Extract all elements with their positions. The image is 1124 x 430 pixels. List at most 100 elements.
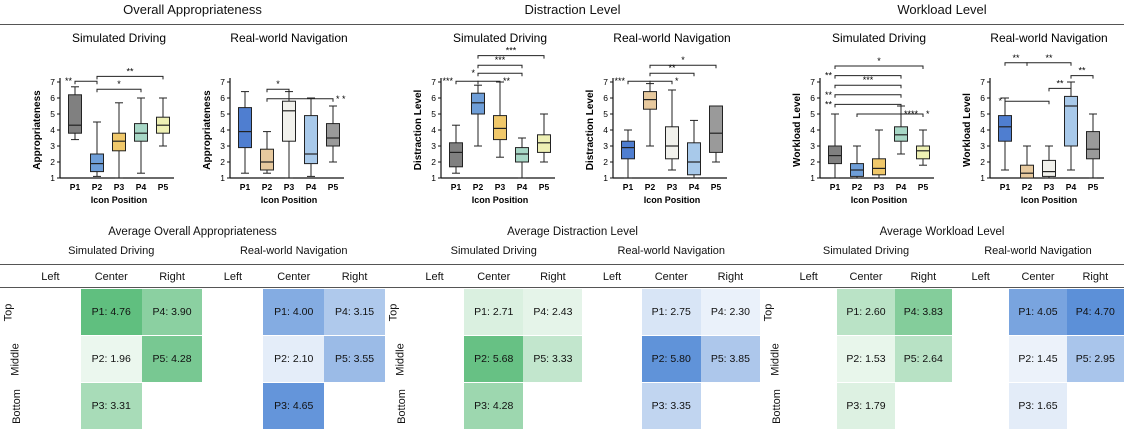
heatmap-row-middle: Middle <box>0 336 22 383</box>
heatmap-cell <box>583 383 642 429</box>
box-P2 <box>643 91 657 110</box>
heatmap-cell <box>142 383 203 429</box>
heatmap-cell: P4: 2.43 <box>523 289 583 335</box>
heatmap-row-label: Top <box>387 303 400 322</box>
heatmap-cell: P2: 1.45 <box>1009 336 1067 382</box>
box-P5 <box>1086 131 1100 160</box>
x-axis-label: Icon Position <box>851 195 908 205</box>
heatmap-row-top: Top <box>760 289 776 336</box>
heatmap-cell: P4: 3.15 <box>324 289 385 335</box>
x-tick-label: P1 <box>830 182 841 192</box>
significance-bracket: *** <box>614 76 651 86</box>
significance-label: ** <box>126 66 134 76</box>
y-tick-label: 3 <box>980 141 985 151</box>
heatmap-cell: P1: 2.75 <box>641 289 701 335</box>
heatmap-divider <box>760 287 1124 288</box>
y-tick-label: 5 <box>50 109 55 119</box>
heatmap-cell: P2: 1.53 <box>837 336 895 382</box>
y-tick-label: 6 <box>431 93 436 103</box>
heatmap-column-center: Center <box>94 271 128 283</box>
y-axis-label: Appropriateness <box>202 90 213 170</box>
box-P5 <box>326 123 340 147</box>
significance-label: * * <box>336 94 346 104</box>
significance-bracket: ** <box>65 76 98 86</box>
x-axis-label: Icon Position <box>472 195 529 205</box>
box-P1 <box>449 142 463 168</box>
significance-label: * <box>117 79 121 89</box>
boxplot-chart: Real-world Navigation 1 2 3 4 5 6 7 Workload Lev… <box>962 31 1108 205</box>
heatmap-cell: P5: 3.85 <box>700 336 760 382</box>
heatmap-column-center: Center <box>477 271 511 283</box>
y-tick-label: 3 <box>603 141 608 151</box>
chart-title: Real-world Navigation <box>990 31 1107 45</box>
significance-bracket: * <box>998 96 1050 106</box>
heatmap-column-right: Right <box>159 271 185 283</box>
chart-title: Simulated Driving <box>453 31 547 45</box>
significance-bracket: ** <box>825 90 902 100</box>
section-1: Distraction Level Simulated Driving 1 2 3 4 5 6… <box>385 0 760 429</box>
heatmap-divider <box>385 287 760 288</box>
box-P1 <box>621 140 635 160</box>
y-tick-label: 3 <box>810 141 815 151</box>
heatmap-cell: P3: 1.65 <box>1009 383 1067 429</box>
chart-title: Simulated Driving <box>832 31 926 45</box>
box-P3 <box>282 100 296 142</box>
x-tick-label: P1 <box>240 182 251 192</box>
heatmap-cell: P3: 4.28 <box>464 383 524 429</box>
heatmap-title: Average Distraction Level <box>507 226 638 238</box>
x-tick-label: P2 <box>645 182 656 192</box>
heatmap-cell <box>952 383 1009 429</box>
significance-bracket: ** <box>649 63 695 77</box>
heatmap-cell <box>701 383 760 429</box>
heatmap-row-label: Top <box>2 303 15 322</box>
y-axis-label: Distraction Level <box>413 89 424 170</box>
box-P2 <box>471 92 485 115</box>
heatmap-cell: P5: 3.33 <box>523 336 583 382</box>
significance-label: * <box>675 76 679 86</box>
heatmap-column-right: Right <box>910 271 937 283</box>
box-P5 <box>709 105 723 153</box>
heatmap-condition: Real-world Navigation <box>239 245 348 257</box>
heatmap-cell <box>324 383 385 429</box>
y-tick-label: 3 <box>50 141 55 151</box>
box-P1 <box>68 94 82 134</box>
heatmap-cell <box>523 383 582 429</box>
significance-bracket: ** <box>1004 53 1028 66</box>
box-P2 <box>90 153 104 173</box>
significance-bracket: * <box>471 68 523 78</box>
y-tick-label: 7 <box>603 77 608 87</box>
heatmap-column-right: Right <box>717 271 744 283</box>
x-tick-label: P3 <box>495 182 506 192</box>
significance-label: *** <box>863 75 874 85</box>
y-tick-label: 1 <box>220 173 225 183</box>
heatmap-cell <box>203 289 264 335</box>
heatmap-column-left: Left <box>799 271 818 283</box>
significance-bracket: * <box>649 55 717 69</box>
x-tick-label: P5 <box>539 182 550 192</box>
significance-bracket: ** <box>1048 78 1072 92</box>
y-tick-label: 7 <box>220 77 225 87</box>
x-tick-label: P5 <box>158 182 169 192</box>
box-P3 <box>493 115 507 141</box>
y-tick-label: 7 <box>980 77 985 87</box>
y-tick-label: 2 <box>810 157 815 167</box>
x-tick-label: P2 <box>852 182 863 192</box>
heatmap-condition: Simulated Driving <box>68 245 155 257</box>
y-tick-label: 5 <box>431 109 436 119</box>
x-tick-label: P4 <box>896 182 907 192</box>
heatmap-cell <box>203 383 264 429</box>
x-tick-label: P5 <box>328 182 339 192</box>
significance-label: ** <box>1056 78 1064 88</box>
significance-label: ** <box>1045 53 1053 63</box>
y-tick-label: 1 <box>980 173 985 183</box>
x-tick-label: P4 <box>306 182 317 192</box>
heatmap-row-label: Middle <box>769 343 782 376</box>
x-tick-label: P2 <box>473 182 484 192</box>
heatmap-cell: P3: 1.79 <box>837 383 895 429</box>
x-axis-label: Icon Position <box>644 195 701 205</box>
boxplot-chart: Simulated Driving 1 2 3 4 5 6 7 Workload Level P1… <box>792 31 934 205</box>
y-tick-label: 7 <box>431 77 436 87</box>
x-tick-label: P1 <box>623 182 634 192</box>
significance-label: ** <box>825 71 833 81</box>
boxplot-chart: Simulated Driving 1 2 3 4 5 6 7 Appropriateness P… <box>32 31 174 205</box>
